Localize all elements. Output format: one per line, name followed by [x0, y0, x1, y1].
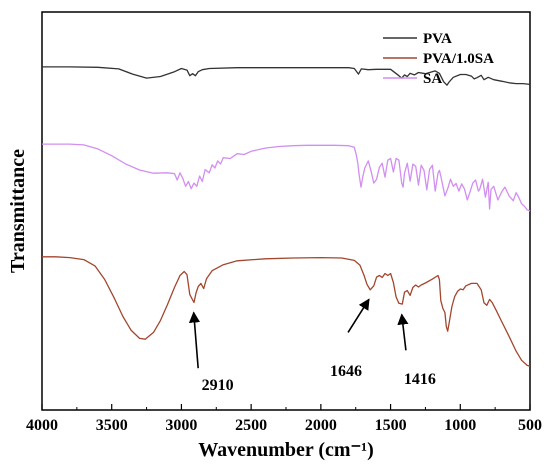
- x-tick-label: 3500: [96, 417, 128, 434]
- series-line-sa: [42, 143, 531, 212]
- legend-label: PVA/1.0SA: [423, 51, 494, 67]
- x-tick-label: 2500: [235, 417, 267, 434]
- x-tick-label: 1000: [444, 417, 476, 434]
- legend-label: SA: [423, 71, 442, 87]
- annotation-arrow: [347, 298, 370, 333]
- x-tick-label: 2000: [305, 417, 337, 434]
- annotation-label: 1646: [330, 363, 362, 380]
- annotation-label: 1416: [404, 371, 436, 388]
- series-layer: [42, 66, 531, 367]
- x-tick-label: 4000: [26, 417, 58, 434]
- x-axis-ticks: 4000 3500 3000 2500 2000 1500 1000 500: [26, 404, 542, 434]
- x-tick-label: 3000: [165, 417, 197, 434]
- x-axis-label: Wavenumber (cm⁻¹): [198, 439, 374, 461]
- x-tick-label: 500: [518, 417, 542, 434]
- annotation-label: 2910: [202, 377, 234, 394]
- plot-frame: [41, 11, 531, 411]
- series-line-pva: [42, 66, 531, 86]
- annotation-arrow: [188, 311, 201, 369]
- legend-label: PVA: [423, 31, 452, 47]
- legend: PVA PVA/1.0SA SA: [383, 31, 494, 87]
- y-axis-label: Transmittance: [7, 149, 29, 273]
- series-line-pva-1-0sa: [42, 256, 531, 367]
- x-tick-label: 1500: [375, 417, 407, 434]
- annotation-arrow: [397, 313, 409, 351]
- plot-area: [41, 11, 531, 411]
- annotations: 2910 1646 1416: [188, 298, 436, 394]
